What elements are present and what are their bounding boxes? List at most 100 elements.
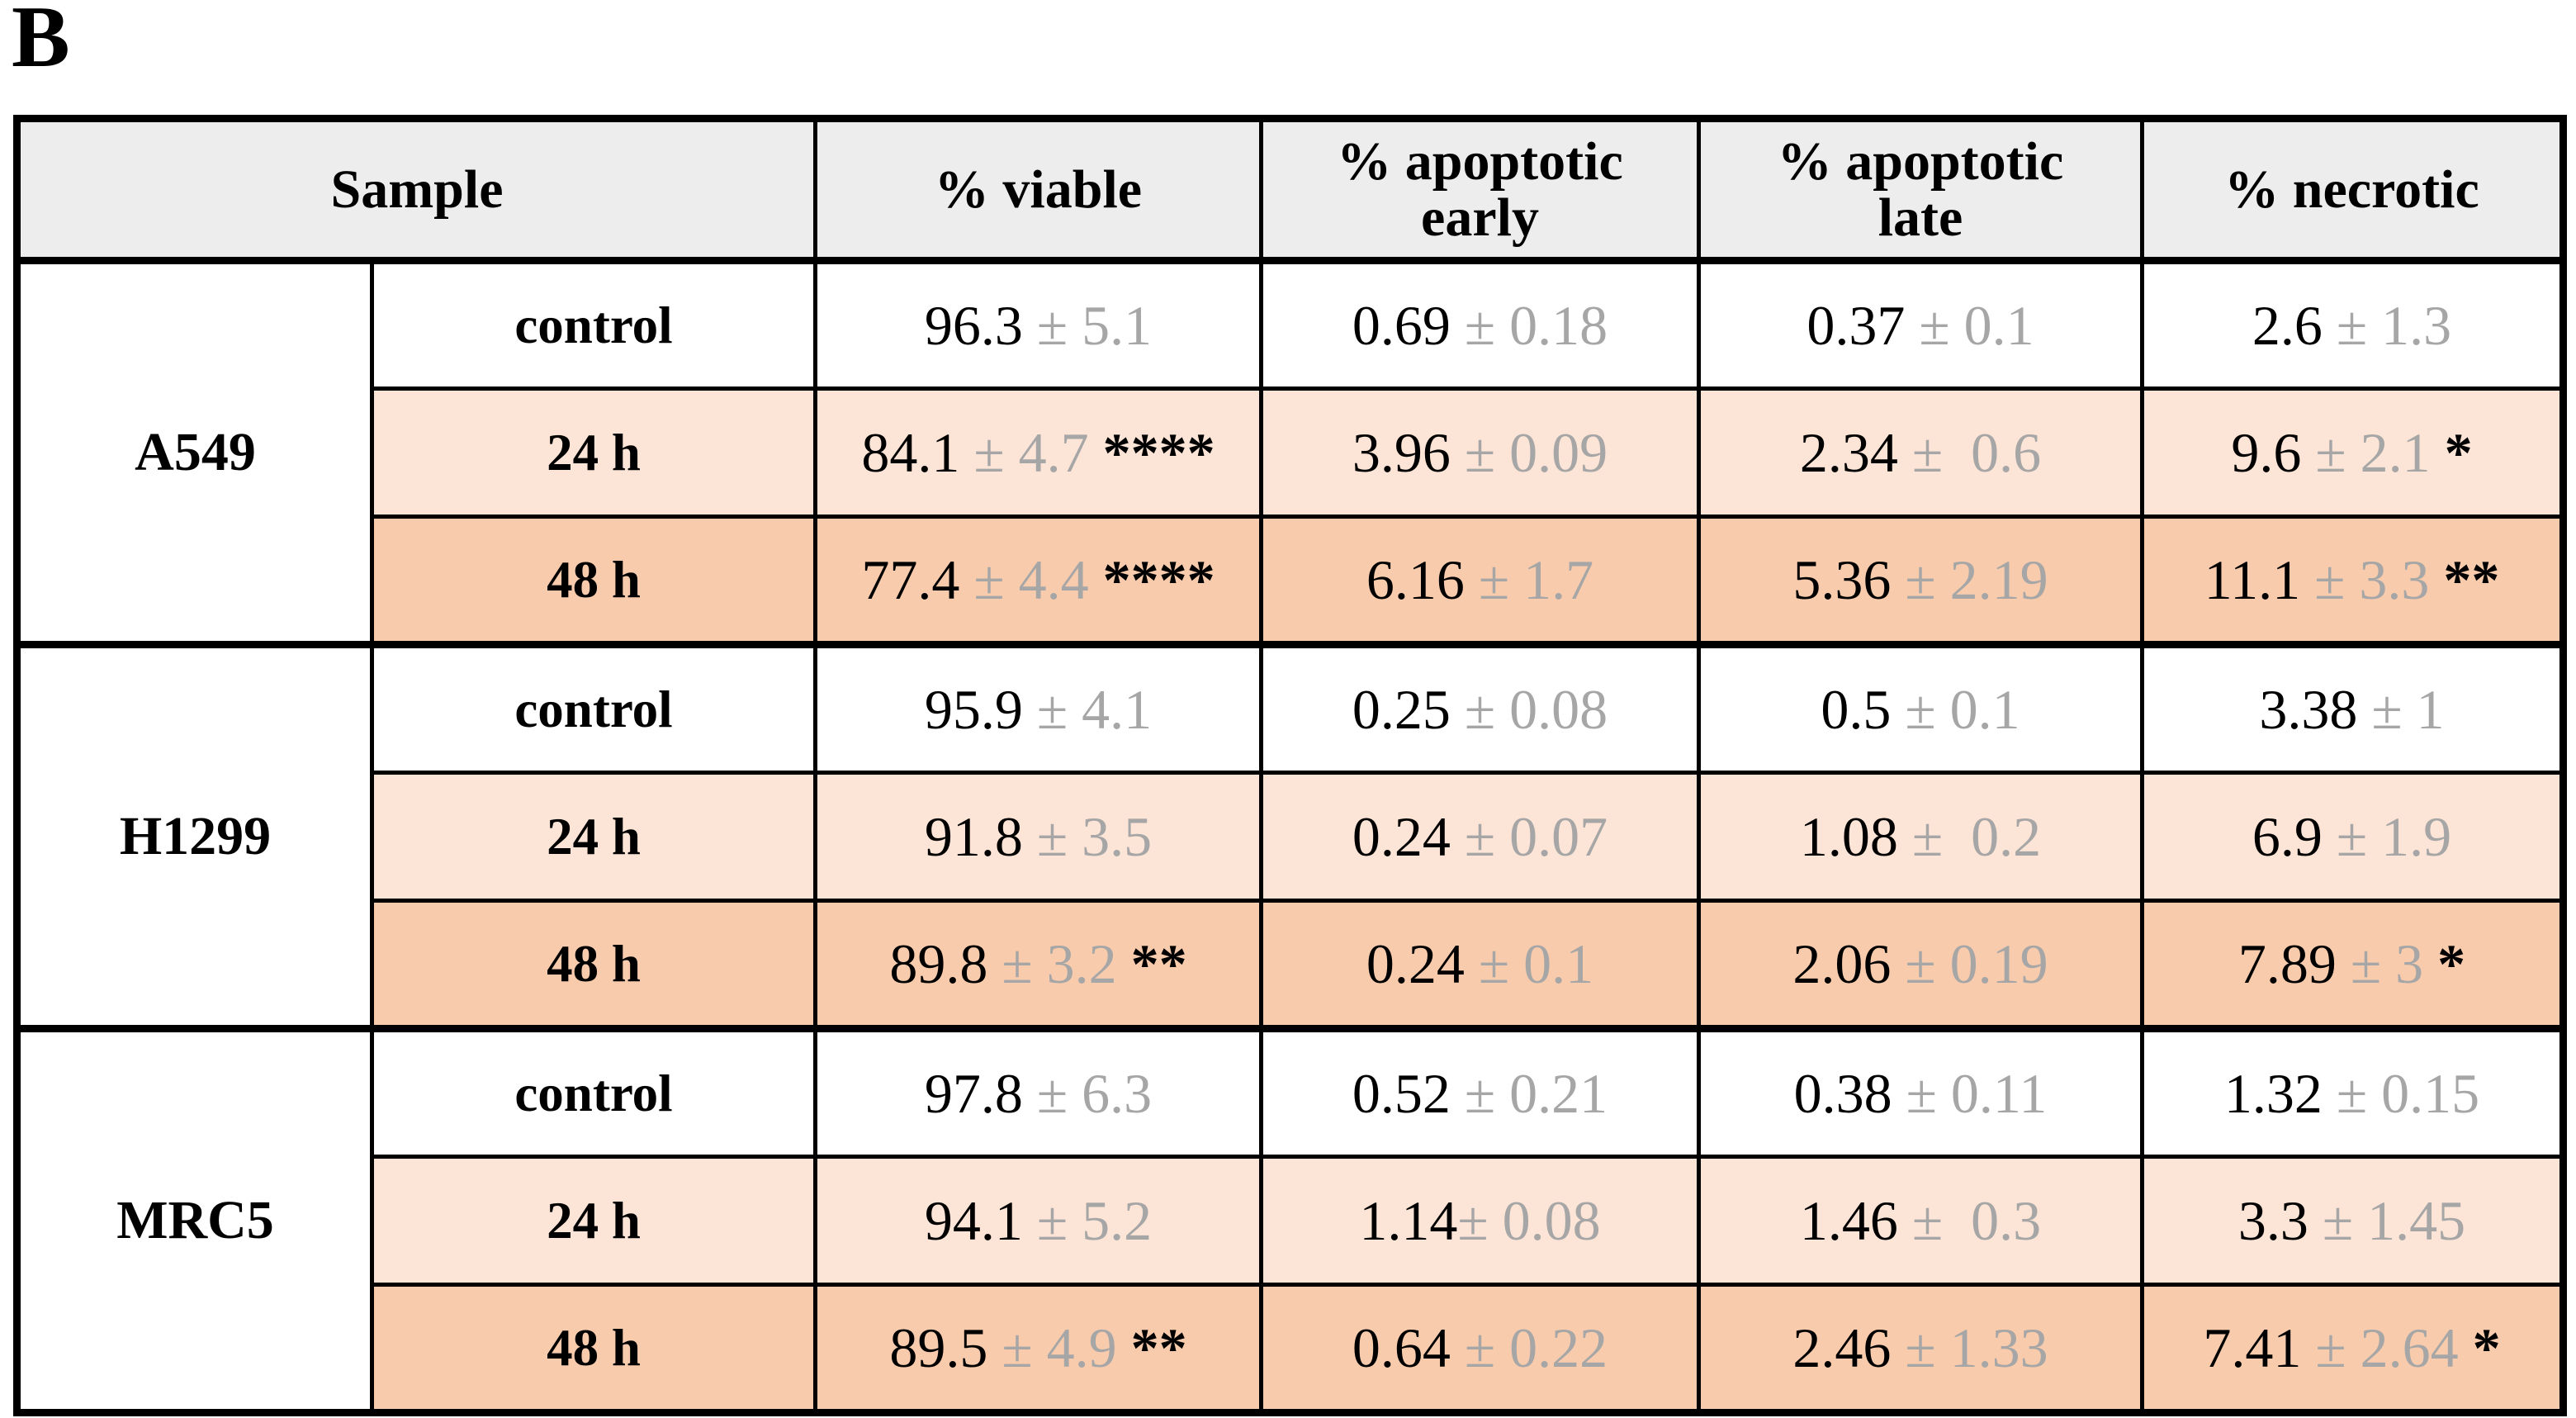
mean-value: 94.1 <box>924 1188 1023 1252</box>
value-cell-apoptotic-early: 3.96 ± 0.09 <box>1259 387 1701 519</box>
value-cell-apoptotic-late: 2.46 ± 1.33 <box>1697 1283 2144 1415</box>
value-cell-viable: 77.4 ± 4.4 **** <box>813 515 1263 647</box>
sd-value: ± 3.5 <box>1022 804 1153 868</box>
mean-value: 1.32 <box>2223 1061 2323 1125</box>
significance-marker: **** <box>1088 420 1215 484</box>
mean-value: 3.3 <box>2237 1188 2308 1252</box>
sd-value: ± 0.08 <box>1450 677 1608 741</box>
mean-value: 7.41 <box>2203 1316 2302 1379</box>
value-cell-apoptotic-late: 0.38 ± 0.11 <box>1697 1025 2144 1159</box>
mean-value: 9.6 <box>2231 420 2302 484</box>
value-cell-necrotic: 11.1 ± 3.3 ** <box>2140 515 2565 647</box>
cell-line-a549: A549 <box>15 257 374 647</box>
mean-value: 0.64 <box>1352 1316 1451 1379</box>
sd-value: ± 0.1 <box>1891 677 2020 741</box>
significance-marker: * <box>2458 1316 2501 1379</box>
row-mrc5-48h: 48 h 89.5 ± 4.9 ** 0.64 ± 0.22 2.46 ± 1.… <box>17 1283 2565 1415</box>
time-label: 48 h <box>370 1283 817 1415</box>
mean-value: 3.38 <box>2259 677 2358 741</box>
time-label: 24 h <box>370 771 817 903</box>
sd-value: ± 0.1 <box>1464 932 1594 995</box>
sd-value: ± 1.7 <box>1464 548 1594 611</box>
header-viable: % viable <box>813 116 1263 264</box>
value-cell-necrotic: 1.32 ± 0.15 <box>2140 1025 2565 1159</box>
significance-marker: * <box>2430 420 2473 484</box>
mean-value: 0.24 <box>1366 932 1465 995</box>
sd-value: ± 0.18 <box>1450 293 1608 357</box>
mean-value: 2.6 <box>2252 293 2323 357</box>
value-cell-viable: 84.1 ± 4.7 **** <box>813 387 1263 519</box>
value-cell-apoptotic-late: 1.08 ± 0.2 <box>1697 771 2144 903</box>
time-label: 24 h <box>370 1155 817 1287</box>
row-mrc5-24h: 24 h 94.1 ± 5.2 1.14± 0.08 1.46 ± 0.3 3.… <box>17 1155 2565 1287</box>
row-a549-48h: 48 h 77.4 ± 4.4 **** 6.16 ± 1.7 5.36 ± 2… <box>17 515 2565 647</box>
sd-value: ± 2.64 <box>2301 1316 2459 1379</box>
header-apoptotic-late: % apoptotic late <box>1697 116 2144 264</box>
value-cell-necrotic: 7.41 ± 2.64 * <box>2140 1283 2565 1415</box>
sd-value: ± 2.19 <box>1891 548 2048 611</box>
time-label: control <box>370 641 817 775</box>
value-cell-apoptotic-late: 1.46 ± 0.3 <box>1697 1155 2144 1287</box>
sd-value: ± 0.6 <box>1897 420 2042 484</box>
header-sample: Sample <box>15 116 817 264</box>
mean-value: 0.25 <box>1352 677 1451 741</box>
time-label: control <box>370 257 817 391</box>
sd-value: ± 0.22 <box>1450 1316 1608 1379</box>
significance-marker: ** <box>2429 548 2500 611</box>
row-a549-control: A549 control 96.3 ± 5.1 0.69 ± 0.18 0.37… <box>15 257 2565 647</box>
mean-value: 0.24 <box>1352 804 1451 868</box>
mean-value: 0.37 <box>1807 293 1906 357</box>
mean-value: 1.14 <box>1359 1188 1458 1252</box>
mean-value: 95.9 <box>924 677 1023 741</box>
sd-value: ± 0.19 <box>1891 932 2048 995</box>
sd-value: ± 0.07 <box>1450 804 1608 868</box>
sd-value: ± 3.3 <box>2300 548 2430 611</box>
row-h1299-24h: 24 h 91.8 ± 3.5 0.24 ± 0.07 1.08 ± 0.2 6… <box>17 771 2565 903</box>
mean-value: 89.8 <box>889 932 988 995</box>
sd-value: ± 0.15 <box>2322 1061 2480 1125</box>
sd-value: ± 5.1 <box>1022 293 1153 357</box>
sd-value: ± 4.1 <box>1022 677 1153 741</box>
header-apoptotic-early: % apoptotic early <box>1259 116 1701 264</box>
time-label: control <box>370 1025 817 1159</box>
value-cell-apoptotic-early: 0.64 ± 0.22 <box>1259 1283 1701 1415</box>
sd-value: ± 0.08 <box>1457 1188 1601 1252</box>
value-cell-apoptotic-early: 6.16 ± 1.7 <box>1259 515 1701 647</box>
mean-value: 7.89 <box>2237 932 2337 995</box>
mean-value: 6.9 <box>2252 804 2323 868</box>
value-cell-apoptotic-late: 2.06 ± 0.19 <box>1697 899 2144 1031</box>
mean-value: 1.46 <box>1799 1188 1898 1252</box>
mean-value: 11.1 <box>2204 548 2301 611</box>
mean-value: 84.1 <box>861 420 960 484</box>
value-cell-necrotic: 3.38 ± 1 <box>2140 641 2565 775</box>
sd-value: ± 2.1 <box>2301 420 2431 484</box>
value-cell-apoptotic-late: 0.5 ± 0.1 <box>1697 641 2144 775</box>
value-cell-necrotic: 7.89 ± 3 * <box>2140 899 2565 1031</box>
mean-value: 3.96 <box>1352 420 1451 484</box>
row-h1299-control: H1299 control 95.9 ± 4.1 0.25 ± 0.08 0.5… <box>15 641 2565 1031</box>
sd-value: ± 0.09 <box>1450 420 1608 484</box>
value-cell-viable: 94.1 ± 5.2 <box>813 1155 1263 1287</box>
results-table: Sample % viable % apoptotic early % apop… <box>13 115 2567 1416</box>
value-cell-apoptotic-early: 0.52 ± 0.21 <box>1259 1025 1701 1159</box>
sd-value: ± 4.9 <box>987 1316 1117 1379</box>
mean-value: 0.5 <box>1821 677 1892 741</box>
row-h1299-48h: 48 h 89.8 ± 3.2 ** 0.24 ± 0.1 2.06 ± 0.1… <box>17 899 2565 1031</box>
mean-value: 97.8 <box>924 1061 1023 1125</box>
mean-value: 1.08 <box>1799 804 1898 868</box>
mean-value: 0.52 <box>1352 1061 1451 1125</box>
sd-value: ± 1.9 <box>2322 804 2452 868</box>
value-cell-viable: 89.8 ± 3.2 ** <box>813 899 1263 1031</box>
sd-value: ± 1.33 <box>1891 1316 2048 1379</box>
sd-value: ± 6.3 <box>1022 1061 1153 1125</box>
value-cell-viable: 96.3 ± 5.1 <box>813 257 1263 391</box>
sd-value: ± 0.2 <box>1897 804 2042 868</box>
value-cell-apoptotic-late: 5.36 ± 2.19 <box>1697 515 2144 647</box>
cell-line-mrc5: MRC5 <box>15 1025 374 1415</box>
mean-value: 96.3 <box>924 293 1023 357</box>
sd-value: ± 1.3 <box>2322 293 2452 357</box>
sd-value: ± 0.1 <box>1905 293 2034 357</box>
value-cell-necrotic: 2.6 ± 1.3 <box>2140 257 2565 391</box>
mean-value: 0.38 <box>1793 1061 1892 1125</box>
sd-value: ± 0.3 <box>1897 1188 2042 1252</box>
